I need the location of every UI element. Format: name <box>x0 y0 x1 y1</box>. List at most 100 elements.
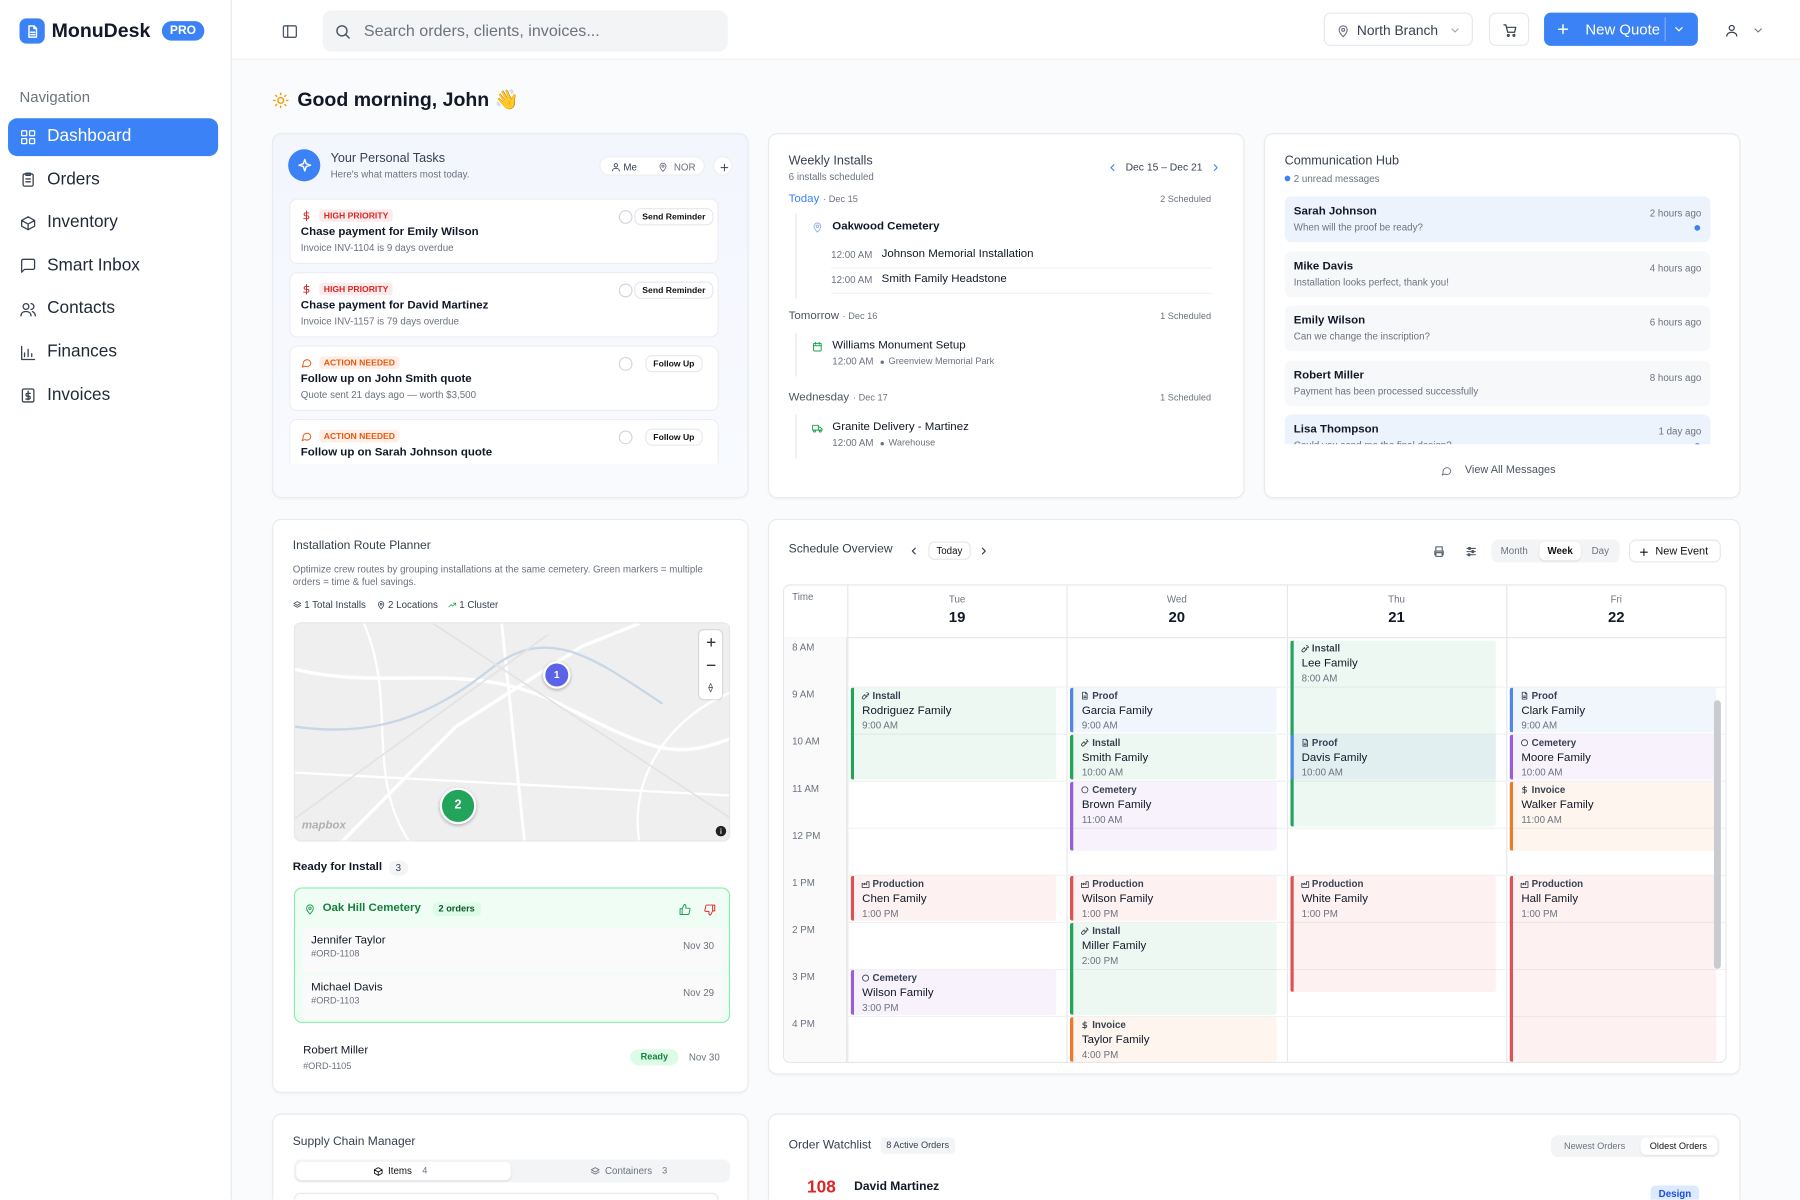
event-time: 4:00 PM <box>1081 1048 1119 1061</box>
calendar-event[interactable]: Invoice Walker Family 11:00 AM <box>1509 781 1716 851</box>
route-stat: 1 Cluster <box>459 598 499 611</box>
search-box[interactable]: Search orders, clients, invoices... <box>322 10 728 52</box>
icon-shape <box>1338 24 1348 37</box>
icon-shape <box>1081 927 1089 935</box>
filter-chip[interactable]: NOR <box>673 160 696 173</box>
supply-title: Supply Chain Manager <box>292 1134 416 1149</box>
task-action[interactable]: Follow Up <box>645 354 703 373</box>
task-action[interactable]: Send Reminder <box>634 207 714 226</box>
task-check[interactable] <box>618 283 633 298</box>
supply-chain-card: Supply Chain Manager Items 4 Containers 3 <box>272 1113 749 1200</box>
day-count: 2 Scheduled <box>1160 194 1212 205</box>
calendar-event[interactable]: Proof Clark Family 9:00 AM <box>1509 687 1716 733</box>
event-type: Production <box>1531 877 1584 890</box>
icon-shape <box>24 172 31 183</box>
tasks-add[interactable] <box>712 156 733 176</box>
sort-option[interactable]: Newest Orders <box>1563 1140 1626 1151</box>
icon-shape <box>20 129 27 136</box>
calendar-event[interactable]: Install Miller Family 2:00 PM <box>1070 922 1277 1015</box>
supply-tab[interactable]: Items 4 <box>296 1161 511 1181</box>
icon-shape <box>29 24 37 35</box>
communication-hub-card: Communication Hub 2 unread messages Sarah … <box>1263 133 1741 499</box>
event-time: 9:00 AM <box>862 719 898 731</box>
supply-tab[interactable]: Containers 3 <box>513 1162 728 1180</box>
event-type-icon <box>1081 786 1089 794</box>
calendar-event[interactable]: Cemetery Wilson Family 3:00 PM <box>850 970 1057 1015</box>
icon-shape <box>1522 785 1528 795</box>
nav-item[interactable]: Contacts <box>47 298 116 319</box>
calendar-event[interactable]: Proof Garcia Family 9:00 AM <box>1070 687 1277 733</box>
icon-shape <box>1728 24 1735 31</box>
nav-item[interactable]: Smart Inbox <box>47 255 140 275</box>
route-stat-icon <box>378 601 385 610</box>
view-option[interactable]: Week <box>1547 544 1573 557</box>
hub-title: Communication Hub <box>1284 153 1400 168</box>
map-marker[interactable] <box>543 661 571 689</box>
calendar-event[interactable]: Production White Family 1:00 PM <box>1290 875 1497 992</box>
icon-shape <box>1753 27 1762 32</box>
event-time: 1:00 PM <box>1081 907 1119 920</box>
new-event-label: New Event <box>1655 545 1709 558</box>
nav-item[interactable]: Inventory <box>47 212 118 232</box>
view-option[interactable]: Month <box>1500 544 1528 557</box>
day-label: Tomorrow <box>788 309 840 323</box>
calendar-event[interactable]: Cemetery Brown Family 11:00 AM <box>1070 781 1277 851</box>
icon-shape <box>500 623 526 841</box>
message-row[interactable]: Emily Wilson Can we change the inscriptio… <box>1284 305 1711 352</box>
task-check[interactable] <box>618 430 633 445</box>
calendar-event[interactable]: Install Smith Family 10:00 AM <box>1070 734 1277 780</box>
calendar-body: 8 AM 9 AM 10 AM 11 AM 12 PM 1 PM 2 PM 3 PM 4 PM I… <box>784 638 1726 1062</box>
branch-chevron <box>1450 28 1459 33</box>
new-quote-button[interactable]: New Quote <box>1544 12 1698 46</box>
weekly-installs-card: Weekly Installs 6 installs scheduled Dec 1… <box>768 133 1245 499</box>
calendar-event[interactable]: Invoice Taylor Family 4:00 PM <box>1070 1017 1277 1062</box>
cart-button[interactable] <box>1488 12 1530 46</box>
icon-shape <box>21 388 34 403</box>
schedule-today[interactable]: Today <box>928 540 971 561</box>
filter-chip[interactable]: Me <box>623 160 637 173</box>
ready-count: 3 <box>388 860 408 876</box>
task-item: ACTION NEEDED Follow up on Sarah Johnson … <box>289 419 719 464</box>
message-row[interactable]: Mike Davis Installation looks perfect, th… <box>1284 250 1711 297</box>
sort-option[interactable]: Oldest Orders <box>1649 1140 1707 1151</box>
icon-shape <box>813 222 822 233</box>
task-check[interactable] <box>618 357 633 371</box>
nav-icon <box>19 302 36 317</box>
icon-shape <box>295 634 549 820</box>
map-marker[interactable] <box>439 787 477 825</box>
new-event-button[interactable]: New Event <box>1629 539 1721 563</box>
message-row[interactable]: Robert Miller Payment has been processed … <box>1284 359 1711 406</box>
nav-item[interactable]: Finances <box>47 341 117 362</box>
calendar-event[interactable]: Install Lee Family 8:00 AM <box>1290 640 1497 827</box>
branch-select[interactable]: North Branch <box>1323 12 1473 46</box>
calendar-event[interactable]: Production Hall Family 1:00 PM <box>1509 875 1716 1062</box>
nav-item[interactable]: Invoices <box>47 384 111 405</box>
day-date: 22 <box>1607 608 1625 626</box>
view-option[interactable]: Day <box>1591 544 1609 557</box>
order-name: Michael Davis <box>311 981 383 994</box>
calendar-event[interactable]: Production Wilson Family 1:00 PM <box>1070 875 1277 921</box>
calendar-event[interactable]: Cemetery Moore Family 10:00 AM <box>1509 734 1716 780</box>
event-name: Chen Family <box>862 892 927 906</box>
calendar-event[interactable]: Production Chen Family 1:00 PM <box>850 875 1057 921</box>
message-row[interactable]: Sarah Johnson When will the proof be read… <box>1284 196 1711 243</box>
task-check[interactable] <box>618 210 633 224</box>
calendar-event[interactable]: Proof Davis Family 10:00 AM <box>1290 734 1497 780</box>
event-type-icon <box>1522 691 1528 700</box>
nav-item[interactable]: Orders <box>47 169 100 189</box>
task-action[interactable]: Send Reminder <box>634 281 714 299</box>
task-icon <box>301 432 312 442</box>
nav-item[interactable]: Dashboard <box>47 125 132 146</box>
hour-line <box>847 733 1726 735</box>
icon-shape <box>1467 546 1471 550</box>
task-action[interactable]: Follow Up <box>645 427 703 446</box>
calendar-event[interactable]: Install Rodriguez Family 9:00 AM <box>850 687 1057 780</box>
day-weekday: Tue <box>948 593 966 605</box>
calendar-scrollbar <box>1713 700 1721 969</box>
icon-shape <box>1341 27 1346 32</box>
view-all-link[interactable]: View All Messages <box>1464 463 1556 477</box>
day-label: Today <box>788 192 820 206</box>
icon-shape <box>1512 33 1516 37</box>
message-row[interactable]: Lisa Thompson Could you send me the final… <box>1284 414 1711 445</box>
